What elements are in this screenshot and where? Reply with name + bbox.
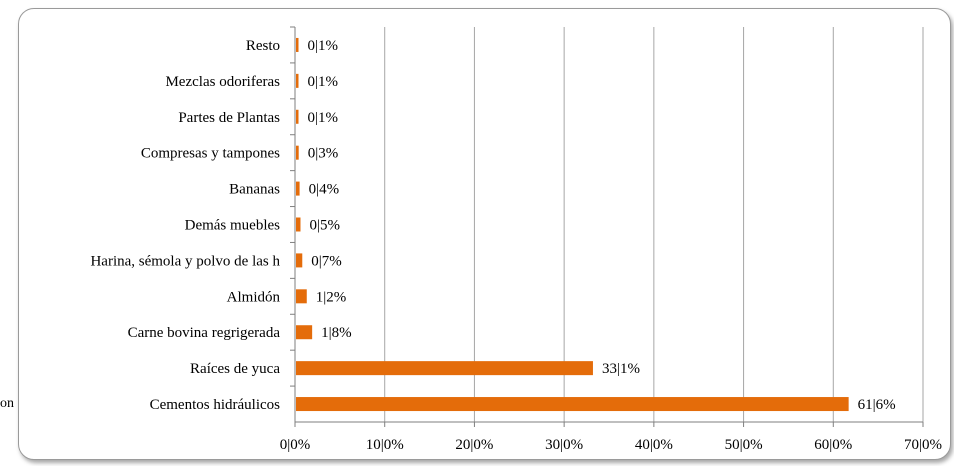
value-label: 0|4%: [309, 182, 340, 198]
labels: 0|0% 10|0% 20|0% 30|0% 40|0% 50|0% 60|0% 70|0% R…: [90, 38, 942, 453]
value-label: 0|1%: [308, 110, 339, 126]
category-label: Raíces de yuca: [190, 361, 280, 377]
bar: [296, 146, 299, 160]
x-tick-label: 20|0%: [455, 437, 493, 453]
category-label: Mezclas odoriferas: [165, 74, 280, 90]
bar: [296, 74, 299, 88]
category-label: Bananas: [229, 182, 280, 198]
category-label: Resto: [246, 38, 280, 54]
x-tick-label: 60|0%: [814, 437, 852, 453]
value-label: 0|7%: [311, 253, 342, 269]
category-label: Harina, sémola y polvo de las h: [90, 253, 280, 269]
bar: [296, 361, 593, 375]
bar: [296, 325, 312, 339]
bar: [296, 397, 849, 411]
x-tick-label: 0|0%: [280, 437, 311, 453]
value-label: 1|8%: [321, 325, 352, 341]
bar: [296, 38, 299, 52]
value-label: 1|2%: [316, 289, 347, 305]
category-label: Demás muebles: [185, 218, 281, 234]
bar: [296, 253, 302, 267]
category-label: Almidón: [227, 289, 281, 305]
bar: [296, 218, 300, 232]
bar: [296, 182, 300, 196]
value-label: 33|1%: [602, 361, 640, 377]
x-tick-label: 30|0%: [545, 437, 583, 453]
category-label: Carne bovina regrigerada: [128, 325, 281, 341]
value-label: 0|5%: [309, 218, 340, 234]
value-label: 0|3%: [308, 146, 339, 162]
category-label: Compresas y tampones: [141, 146, 280, 162]
category-label: Cementos hidráulicos: [150, 397, 281, 413]
x-tick-label: 50|0%: [725, 437, 763, 453]
x-tick-label: 70|0%: [904, 437, 942, 453]
bar: [296, 289, 307, 303]
value-label: 0|1%: [308, 38, 339, 54]
x-tick-label: 10|0%: [366, 437, 404, 453]
value-label: 61|6%: [858, 397, 896, 413]
value-label: 0|1%: [308, 74, 339, 90]
x-tick-label: 40|0%: [635, 437, 673, 453]
bars: [296, 38, 849, 411]
category-label: Partes de Plantas: [178, 110, 280, 126]
bar: [296, 110, 299, 124]
